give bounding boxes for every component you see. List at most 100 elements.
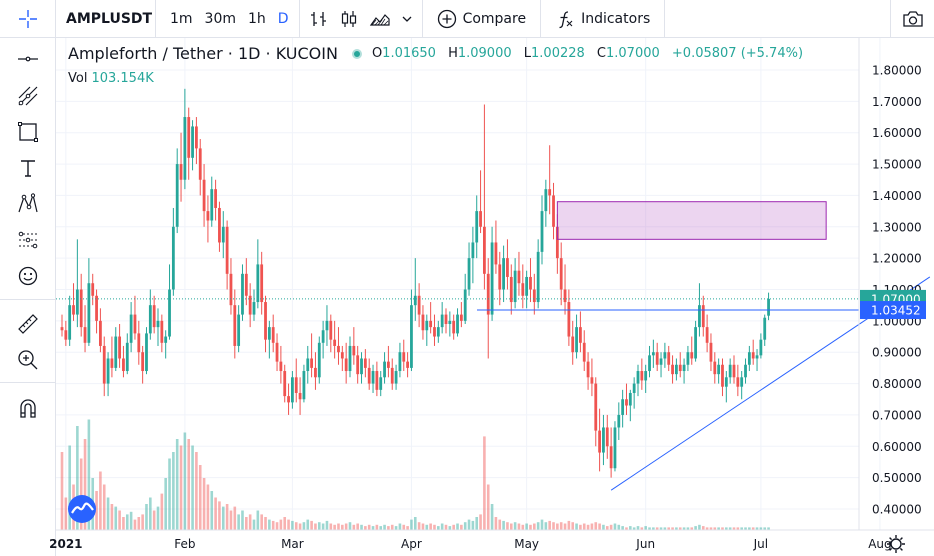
candle-body <box>613 427 617 469</box>
candle <box>171 207 175 296</box>
magnet-mode-button[interactable] <box>14 395 42 423</box>
candle <box>651 339 655 368</box>
text-icon <box>21 160 35 177</box>
area-style-button[interactable] <box>364 0 396 38</box>
timeframe-d[interactable]: D <box>277 10 289 27</box>
chevron-down-icon <box>402 16 412 22</box>
volume-bar <box>390 524 394 530</box>
candle <box>256 239 260 309</box>
price-tick-label: 1.60000 <box>872 126 922 140</box>
candle-body <box>152 305 156 328</box>
volume-bar <box>206 484 210 530</box>
volume-bar <box>268 519 271 530</box>
pattern-tool-button[interactable] <box>14 190 42 218</box>
volume-bar <box>106 497 110 530</box>
candle <box>363 349 367 378</box>
line-tool-button[interactable] <box>14 45 42 73</box>
volume-bar <box>122 517 125 530</box>
candle <box>360 352 363 384</box>
volume-bar <box>437 526 440 530</box>
candle <box>264 295 267 353</box>
candle-body <box>202 179 206 212</box>
candle-body <box>68 305 72 340</box>
zoom-in-button[interactable] <box>14 346 42 374</box>
volume-bar <box>241 510 244 530</box>
candle <box>632 377 636 409</box>
crosshair-tool-button[interactable] <box>0 0 56 38</box>
volume-bar <box>521 524 525 530</box>
horizontal-line-label: 1.03452 <box>871 304 921 318</box>
candle-body <box>571 336 575 353</box>
candle-body <box>747 352 751 365</box>
candle <box>559 242 563 306</box>
open-label: O <box>371 46 383 61</box>
volume-bar <box>367 524 371 530</box>
text-tool-button[interactable] <box>14 154 42 182</box>
bars-chart-icon <box>310 11 326 26</box>
volume-bar <box>229 510 233 530</box>
legend-title[interactable]: Ampleforth / Tether · 1D · KUCOIN <box>68 44 338 63</box>
candle-body <box>387 361 390 368</box>
volume-bar <box>467 519 471 530</box>
volume-bar <box>64 497 68 530</box>
fib-tool-button[interactable] <box>14 82 42 110</box>
candle-body <box>582 342 586 362</box>
chart-style-dropdown[interactable] <box>396 0 418 38</box>
prediction-tool-button[interactable] <box>14 226 42 254</box>
volume-bar <box>279 519 283 530</box>
symbol-search[interactable]: AMPLUSDT <box>56 0 156 38</box>
candle-body <box>125 342 129 372</box>
candle-body <box>740 377 744 387</box>
candle <box>64 320 68 346</box>
candle-body <box>371 371 375 384</box>
timeframe-1m[interactable]: 1m <box>170 10 193 27</box>
candle-body <box>467 258 471 290</box>
volume-bar <box>218 501 221 530</box>
shape-tool-button[interactable] <box>14 118 42 146</box>
candle-body <box>298 392 302 400</box>
candle <box>367 358 371 390</box>
timeframe-30m[interactable]: 30m <box>204 10 236 27</box>
candle <box>298 377 302 415</box>
candle-body <box>655 352 659 365</box>
compare-button[interactable]: Compare <box>427 0 537 38</box>
candle-body <box>406 361 409 368</box>
candle <box>110 336 114 378</box>
candle <box>744 358 747 384</box>
settings-button[interactable] <box>887 535 905 553</box>
toolbar-divider <box>298 0 300 38</box>
candle-body <box>87 283 91 343</box>
rectangle-icon <box>18 122 38 142</box>
volume-value: 103.154K <box>91 71 154 86</box>
indicators-button[interactable]: Indicators <box>545 0 660 38</box>
timeframe-1h[interactable]: 1h <box>248 10 266 27</box>
volume-bar <box>582 523 586 530</box>
candle-body <box>605 427 609 447</box>
volume-bar <box>502 520 505 530</box>
volume-bar <box>348 522 352 530</box>
candle <box>582 330 586 372</box>
price-tick-label: 0.70000 <box>872 408 922 422</box>
volume-bar <box>364 526 367 530</box>
volume-label[interactable]: Vol <box>68 71 88 86</box>
candle <box>678 352 682 378</box>
time-tick-label: Mar <box>281 537 304 551</box>
measure-tool-button[interactable] <box>14 310 42 338</box>
volume-bar <box>252 519 256 530</box>
volume-bar <box>652 527 655 530</box>
candle-body <box>363 358 367 368</box>
horizontal-line-tag <box>860 301 926 320</box>
candle-body <box>586 361 590 378</box>
volume-bar <box>141 514 144 530</box>
bar-style-button[interactable] <box>304 0 334 38</box>
candle <box>517 251 521 296</box>
candle <box>659 352 663 378</box>
icons-tool-button[interactable] <box>14 262 42 290</box>
candle-body <box>321 330 325 343</box>
snapshot-button[interactable] <box>890 0 934 38</box>
candle-body <box>705 327 709 343</box>
candle-body <box>690 352 694 359</box>
candle-style-button[interactable] <box>334 0 364 38</box>
